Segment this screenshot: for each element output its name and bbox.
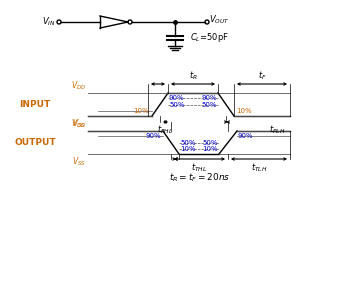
Text: 10%: 10% [180, 146, 196, 152]
Text: INPUT: INPUT [19, 100, 51, 109]
Text: 50%: 50% [202, 102, 217, 108]
Text: OUTPUT: OUTPUT [14, 138, 56, 147]
Text: 90%: 90% [201, 95, 217, 101]
Text: $t_{PHL}$: $t_{PHL}$ [158, 124, 174, 136]
Text: $V_{DD}$: $V_{DD}$ [71, 118, 86, 130]
Text: $t_{THL}$: $t_{THL}$ [192, 161, 208, 173]
Text: 10%: 10% [202, 146, 218, 152]
Text: $V_{SS}$: $V_{SS}$ [72, 155, 86, 168]
Text: 90%: 90% [145, 133, 161, 139]
Text: $V_{DD}$: $V_{DD}$ [71, 79, 86, 92]
Text: $t_R=t_F=20ns$: $t_R=t_F=20ns$ [169, 172, 230, 185]
Text: 90%: 90% [169, 95, 185, 101]
Text: $t_F$: $t_F$ [257, 69, 266, 82]
Text: 50%: 50% [203, 140, 218, 146]
Text: 10%: 10% [236, 108, 252, 114]
Text: $V_{OUT}$: $V_{OUT}$ [209, 14, 230, 26]
Text: $t_{TLH}$: $t_{TLH}$ [251, 161, 267, 173]
Text: $t_{PLH}$: $t_{PLH}$ [269, 124, 285, 136]
Text: $t_R$: $t_R$ [188, 69, 197, 82]
Text: 50%: 50% [180, 140, 195, 146]
Text: $C_L$=50pF: $C_L$=50pF [190, 31, 229, 44]
Text: $V_{SS}$: $V_{SS}$ [72, 117, 86, 129]
Text: 90%: 90% [238, 133, 254, 139]
Text: 50%: 50% [169, 102, 185, 108]
Text: $V_{IN}$: $V_{IN}$ [42, 16, 56, 28]
Text: 10%: 10% [133, 108, 149, 114]
